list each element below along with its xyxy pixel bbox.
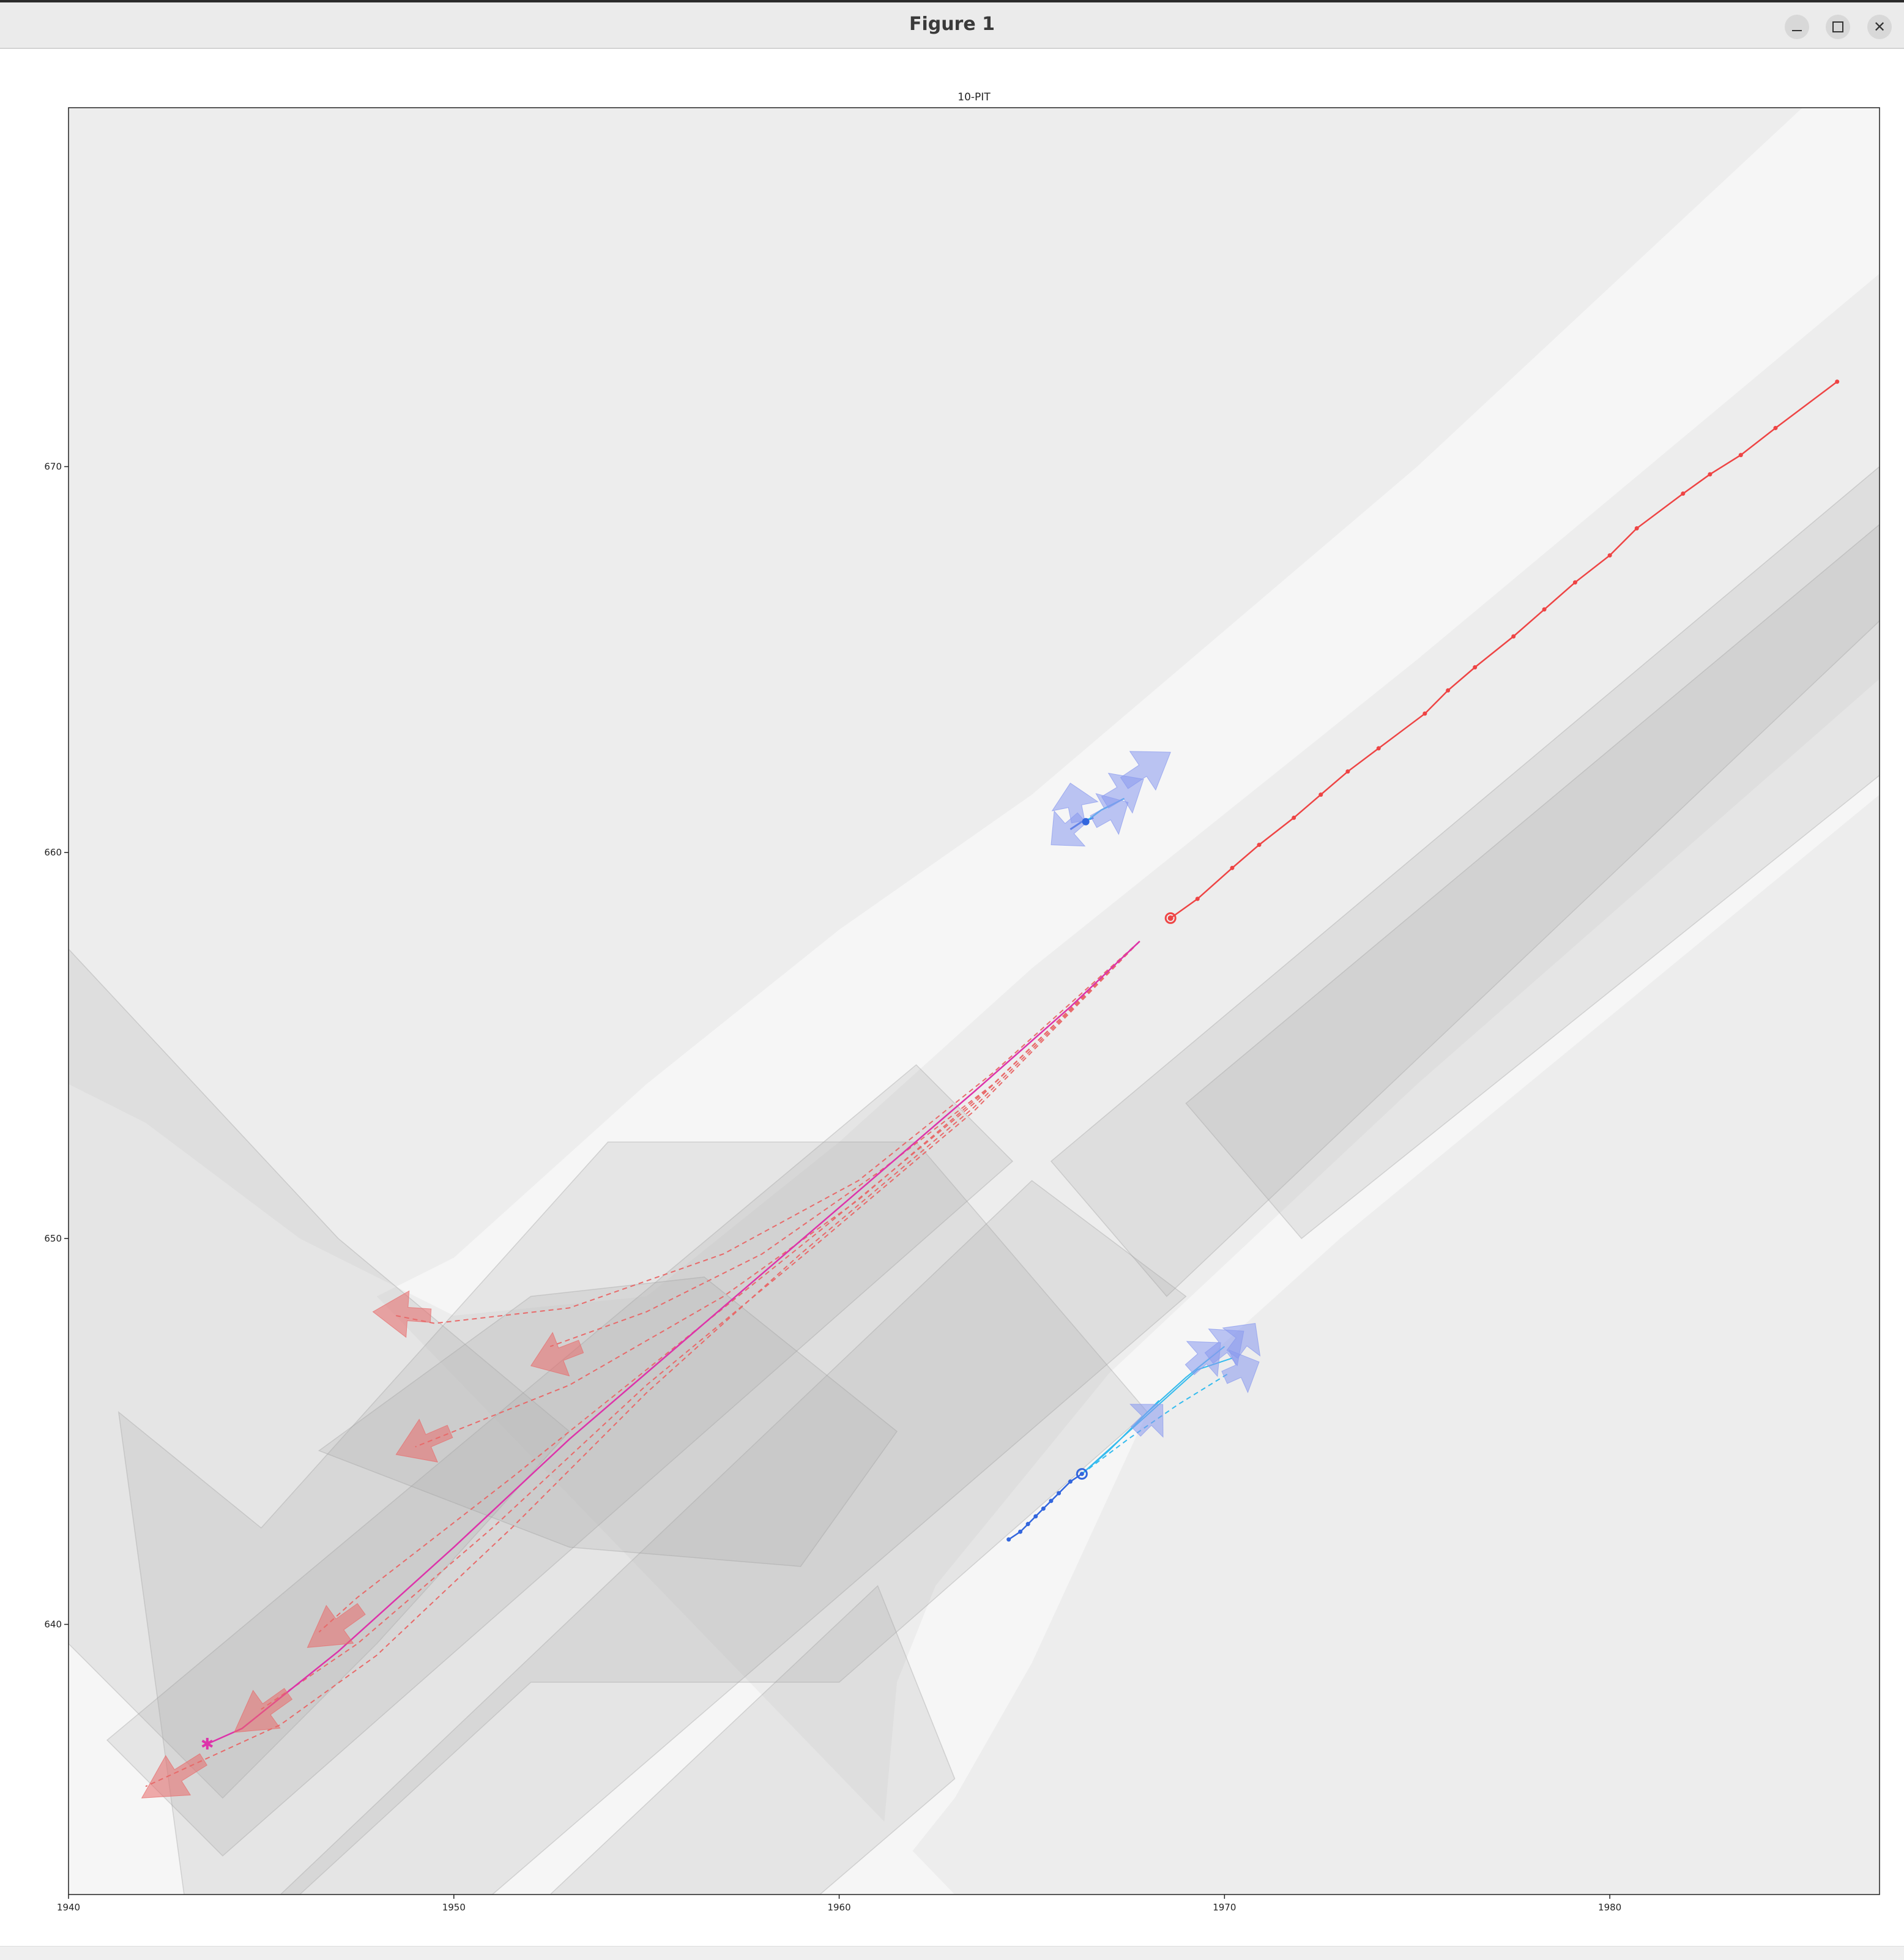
agent-2-history-point-7 — [1068, 1479, 1073, 1484]
ego-prediction-arrow-5 — [141, 1753, 207, 1798]
plot-frame — [68, 107, 1880, 1895]
y-tick-label-0: 640 — [44, 1619, 62, 1630]
agent-2-history-point-5 — [1049, 1499, 1054, 1504]
ego-prediction-line-5 — [145, 941, 1140, 1787]
ego-history-point-8 — [1422, 711, 1427, 716]
ego-history-point-3 — [1257, 843, 1262, 848]
sidewalk-polygon-1 — [69, 1393, 204, 1779]
trajectory-layer — [145, 381, 1838, 1787]
lane-polygon-5 — [1050, 466, 1880, 1297]
ego-history-point-15 — [1634, 526, 1639, 531]
ego-end-star-marker: ✱ — [201, 1735, 214, 1754]
ego-history-point-11 — [1511, 634, 1516, 639]
y-tick-label-1: 650 — [44, 1233, 62, 1244]
lane-polygon-6 — [1185, 524, 1880, 1239]
ego-history-point-10 — [1473, 665, 1478, 669]
ego-history-point-18 — [1738, 453, 1743, 458]
ego-prediction-line-4 — [261, 941, 1140, 1710]
ego-prediction-arrow-4 — [233, 1688, 293, 1733]
agent-2-history-point-0 — [1006, 1537, 1011, 1542]
status-bar — [0, 1946, 1904, 1960]
ego-history-point-6 — [1345, 769, 1350, 774]
sidewalk-polygon-0 — [69, 108, 1880, 1895]
agent-2-arrow-2 — [1221, 1349, 1260, 1393]
window-title: Figure 1 — [909, 13, 995, 35]
ego-prediction-arrow-2 — [395, 1418, 453, 1463]
agent-1-arrow-3 — [1051, 783, 1099, 824]
lane-polygon-4 — [549, 1585, 956, 1895]
close-icon: ✕ — [1873, 18, 1886, 35]
ego-prediction-arrow-0 — [372, 1290, 432, 1338]
agent-2-history-point-1 — [1018, 1529, 1023, 1534]
title-bar: Figure 1 ✕ — [0, 0, 1904, 49]
agent-1-arrow-4 — [1090, 793, 1129, 835]
agent-2-history-point-8 — [1079, 1472, 1084, 1477]
lane-polygon-3 — [280, 1180, 1187, 1895]
agent-2-history-point-6 — [1057, 1491, 1062, 1496]
ego-history-point-14 — [1607, 553, 1612, 558]
x-tick-label-3: 1970 — [1213, 1902, 1236, 1913]
ego-history-point-16 — [1681, 491, 1686, 496]
arrow-layer — [141, 751, 1261, 1798]
sidewalk-layer — [69, 108, 1880, 1895]
figure-canvas: 10-PIT ✱ 1940 1950 1960 1970 1980 640 650 660 67… — [0, 49, 1904, 1959]
x-tick-label-2: 1960 — [827, 1902, 850, 1913]
ego-history-point-1 — [1195, 896, 1200, 901]
x-tick-label-4: 1980 — [1598, 1902, 1621, 1913]
agent-2-arrow-4 — [1222, 1323, 1261, 1359]
ego-prediction-arrow-1 — [530, 1332, 584, 1377]
lane-layer — [69, 466, 1880, 1895]
lane-polygon-2 — [106, 1064, 1014, 1857]
ego-history-point-19 — [1773, 425, 1778, 430]
chart-title: 10-PIT — [958, 91, 991, 103]
maximize-button[interactable] — [1826, 15, 1850, 39]
plot-area: ✱ — [69, 108, 1880, 1895]
y-tick-label-3: 670 — [44, 461, 62, 472]
ego-prediction-arrow-3 — [307, 1603, 366, 1648]
close-button[interactable]: ✕ — [1867, 15, 1892, 39]
ego-history-point-5 — [1318, 792, 1323, 797]
lane-polygon-0 — [69, 948, 570, 1799]
lane-polygon-7 — [318, 1276, 898, 1567]
minimize-button[interactable] — [1785, 15, 1809, 39]
agent-2-history-point-2 — [1025, 1522, 1030, 1527]
minimize-icon — [1792, 30, 1802, 31]
ego-prediction-line-3 — [318, 941, 1140, 1633]
agent-1-current-point — [1082, 818, 1090, 825]
ego-prediction-line-1 — [549, 941, 1140, 1347]
x-tick-label-0: 1940 — [57, 1902, 80, 1913]
x-tick-label-1: 1950 — [442, 1902, 466, 1913]
agent-2-history-point-4 — [1041, 1506, 1046, 1511]
axis-layer: 1940 1950 1960 1970 1980 640 650 660 670 — [44, 461, 1621, 1913]
maximize-icon — [1832, 21, 1843, 32]
ego-current-point — [1167, 915, 1173, 921]
ego-history-point-9 — [1446, 688, 1451, 693]
lane-polygon-1 — [117, 1141, 1148, 1895]
agent-2-history-point-3 — [1033, 1514, 1038, 1519]
sidewalk-polygon-2 — [877, 679, 1880, 1895]
ego-history-point-12 — [1542, 607, 1547, 612]
ego-history-point-4 — [1292, 815, 1296, 820]
chart-svg: 10-PIT ✱ 1940 1950 1960 1970 1980 640 650 660 67… — [44, 91, 1880, 1913]
ego-history-point-7 — [1376, 746, 1381, 751]
ego-history-point-17 — [1708, 472, 1712, 477]
ego-prediction-line-0 — [396, 941, 1140, 1324]
ego-current-ring — [1164, 912, 1177, 924]
ego-history-point-20 — [1835, 379, 1840, 384]
ego-history-point-2 — [1230, 865, 1235, 870]
ego-history-point-13 — [1572, 580, 1577, 585]
agent-2-arrow-1 — [1184, 1341, 1221, 1377]
agent-2-arrow-3 — [1129, 1404, 1164, 1438]
agent-2-current-ring — [1076, 1468, 1088, 1480]
marker-layer: ✱ — [201, 379, 1840, 1754]
y-tick-label-2: 660 — [44, 847, 62, 858]
ego-future-line — [207, 941, 1140, 1745]
